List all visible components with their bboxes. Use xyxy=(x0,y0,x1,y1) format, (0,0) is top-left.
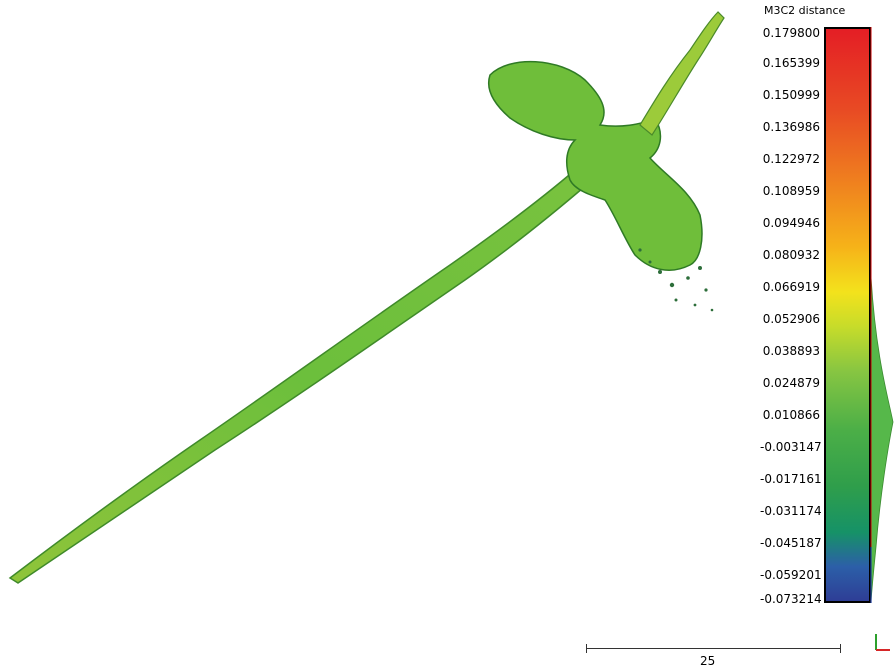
colorscale-tick: 0.165399 xyxy=(762,56,820,70)
colorscale-tick: 0.024879 xyxy=(762,376,820,390)
colorscale-tick: -0.031174 xyxy=(760,504,822,518)
colorscale-tick: -0.059201 xyxy=(760,568,822,582)
scale-bar-cap-left xyxy=(586,644,587,653)
colorscale-tick: 0.150999 xyxy=(762,88,820,102)
colorscale-tick: 0.066919 xyxy=(762,280,820,294)
scattered-points xyxy=(638,248,714,312)
colorscale-tick: -0.045187 xyxy=(760,536,822,550)
colorscale-tick: 0.010866 xyxy=(762,408,820,422)
colorscale-tick: 0.108959 xyxy=(762,184,820,198)
scale-bar xyxy=(586,648,841,649)
colorscale-tick: 0.094946 xyxy=(762,216,820,230)
colorscale-bar xyxy=(824,27,871,603)
colorscale-tick: 0.038893 xyxy=(762,344,820,358)
root-shaft xyxy=(8,169,592,584)
distance-histogram xyxy=(870,27,894,603)
colorscale-tick: 0.122972 xyxy=(762,152,820,166)
scale-bar-cap-right xyxy=(840,644,841,653)
root-crown xyxy=(488,60,703,271)
axis-trihedron-icon xyxy=(875,634,890,651)
colorscale-tick: -0.003147 xyxy=(760,440,822,454)
colorscale-tick: -0.073214 xyxy=(760,592,822,606)
root-branch xyxy=(639,11,725,136)
colorscale-title: M3C2 distance xyxy=(764,4,846,17)
colorscale-tick: 0.052906 xyxy=(762,312,820,326)
colorscale-tick: -0.017161 xyxy=(760,472,822,486)
colorscale-tick: 0.080932 xyxy=(762,248,820,262)
colorscale-tick: 0.136986 xyxy=(762,120,820,134)
scale-bar-label: 25 xyxy=(700,654,716,668)
colorscale-tick: 0.179800 xyxy=(762,26,820,40)
